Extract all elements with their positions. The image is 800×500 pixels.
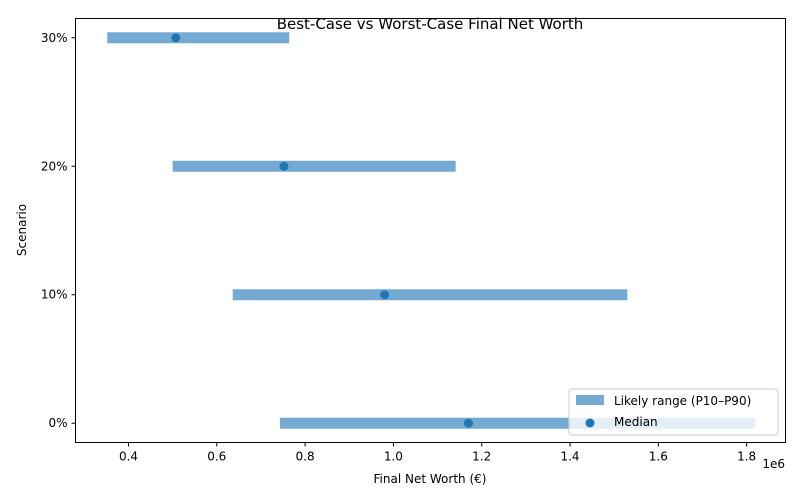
y-axis-label: Scenario — [15, 204, 29, 256]
legend-median-marker — [585, 418, 595, 428]
range-bar-10pct — [232, 289, 628, 301]
median-point-20pct — [279, 161, 289, 171]
x-tick-label: 1.0 — [384, 450, 403, 464]
legend-median-label: Median — [614, 415, 658, 429]
x-tick-label: 0.4 — [119, 450, 138, 464]
y-tick-label: 20% — [41, 159, 68, 173]
x-axis-label: Final Net Worth (€) — [374, 472, 487, 486]
x-tick-label: 1.4 — [560, 450, 579, 464]
chart-title: Best-Case vs Worst-Case Final Net Worth — [277, 15, 584, 33]
range-bar-30pct — [107, 32, 290, 44]
x-offset-label: 1e6 — [762, 457, 785, 471]
range-bar-20pct — [172, 160, 456, 172]
x-tick-label: 0.6 — [207, 450, 226, 464]
legend-range-swatch — [576, 395, 604, 405]
x-tick-label: 0.8 — [296, 450, 315, 464]
y-tick-label: 30% — [41, 31, 68, 45]
x-tick-label: 1.8 — [737, 450, 756, 464]
median-point-10pct — [380, 290, 390, 300]
median-point-30pct — [171, 33, 181, 43]
y-tick-label: 10% — [41, 288, 68, 302]
legend-box — [568, 388, 779, 436]
y-tick-label: 0% — [48, 416, 67, 430]
range-bar-0pct — [279, 417, 756, 429]
legend: Likely range (P10–P90) Median — [568, 388, 779, 436]
legend-range-label: Likely range (P10–P90) — [614, 394, 751, 408]
x-tick-label: 1.6 — [649, 450, 668, 464]
median-point-0pct — [463, 418, 473, 428]
x-tick-label: 1.2 — [472, 450, 491, 464]
plot-frame — [75, 18, 786, 443]
